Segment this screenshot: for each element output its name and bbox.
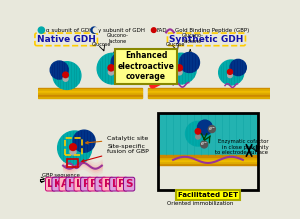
Bar: [158, 161, 258, 163]
Circle shape: [91, 27, 97, 33]
Text: Synthetic GDH: Synthetic GDH: [169, 35, 244, 44]
Bar: [148, 88, 270, 89]
Bar: [158, 113, 258, 189]
Circle shape: [108, 65, 114, 71]
Circle shape: [73, 130, 95, 152]
Text: Enzymatic cofactor
in close proximity
to electrode surface: Enzymatic cofactor in close proximity to…: [215, 139, 268, 155]
Circle shape: [97, 53, 128, 84]
Circle shape: [230, 59, 246, 76]
Bar: [148, 97, 270, 98]
Circle shape: [185, 121, 210, 146]
Circle shape: [93, 28, 98, 32]
Circle shape: [227, 69, 232, 74]
Circle shape: [208, 126, 215, 132]
Circle shape: [179, 53, 200, 72]
Bar: [38, 91, 142, 93]
Circle shape: [176, 65, 182, 71]
Circle shape: [50, 61, 68, 79]
Bar: [38, 89, 142, 91]
Text: Facilitated DET: Facilitated DET: [178, 192, 238, 198]
Text: P: P: [90, 179, 97, 189]
Circle shape: [228, 73, 232, 78]
Text: L: L: [47, 179, 54, 189]
Circle shape: [58, 131, 92, 165]
Text: Glucose: Glucose: [92, 42, 112, 46]
Text: Oriented immobilization: Oriented immobilization: [167, 201, 233, 206]
Circle shape: [38, 27, 44, 33]
Text: Catalytic site: Catalytic site: [86, 136, 148, 144]
Text: L: L: [112, 179, 118, 189]
Circle shape: [63, 76, 68, 81]
Circle shape: [152, 28, 156, 32]
Text: Native GDH: Native GDH: [37, 35, 96, 44]
Bar: [158, 157, 258, 159]
Circle shape: [201, 141, 208, 148]
Bar: [148, 93, 270, 95]
Text: Glucono-
lactone: Glucono- lactone: [182, 33, 203, 44]
Circle shape: [70, 144, 76, 150]
Circle shape: [70, 149, 76, 155]
Text: FAD: FAD: [157, 28, 167, 33]
Text: L: L: [76, 179, 83, 189]
Text: H: H: [68, 179, 76, 189]
Text: Site-specific
fusion of GBP: Site-specific fusion of GBP: [82, 143, 149, 162]
Circle shape: [196, 134, 200, 139]
Circle shape: [165, 53, 196, 84]
Bar: [158, 155, 258, 157]
Bar: [158, 159, 258, 161]
Text: α subunit of GDH: α subunit of GDH: [46, 28, 93, 33]
Text: γ subunit of GDH: γ subunit of GDH: [98, 28, 145, 33]
Text: GBP sequence: GBP sequence: [42, 173, 80, 178]
Text: R: R: [104, 179, 112, 189]
Bar: [67, 159, 78, 167]
Circle shape: [219, 60, 244, 85]
Circle shape: [108, 69, 114, 75]
Bar: [64, 138, 82, 155]
Text: S: S: [97, 179, 104, 189]
Text: S: S: [125, 179, 133, 189]
Circle shape: [176, 69, 182, 75]
Text: Glucono-
lactone: Glucono- lactone: [106, 33, 128, 44]
Text: Gold Binding Peptide (GBP): Gold Binding Peptide (GBP): [176, 28, 250, 33]
Text: Enhanced
electroactive
coverage: Enhanced electroactive coverage: [118, 51, 174, 81]
Circle shape: [195, 129, 201, 134]
Circle shape: [197, 120, 212, 135]
Text: Glucose: Glucose: [166, 42, 185, 46]
Bar: [38, 93, 142, 95]
Bar: [158, 113, 258, 155]
Circle shape: [63, 72, 68, 78]
Text: K: K: [54, 179, 62, 189]
Bar: [148, 91, 270, 93]
Bar: [38, 97, 142, 98]
Bar: [148, 95, 270, 97]
Text: $e^-$: $e^-$: [208, 125, 216, 133]
Bar: [148, 89, 270, 91]
Text: P: P: [118, 179, 126, 189]
Text: A: A: [61, 179, 69, 189]
Circle shape: [53, 62, 81, 89]
Bar: [38, 95, 142, 97]
Circle shape: [111, 53, 131, 72]
Text: P: P: [82, 179, 90, 189]
Bar: [38, 88, 142, 89]
Bar: [158, 163, 258, 165]
Text: $e^-$: $e^-$: [200, 141, 208, 148]
